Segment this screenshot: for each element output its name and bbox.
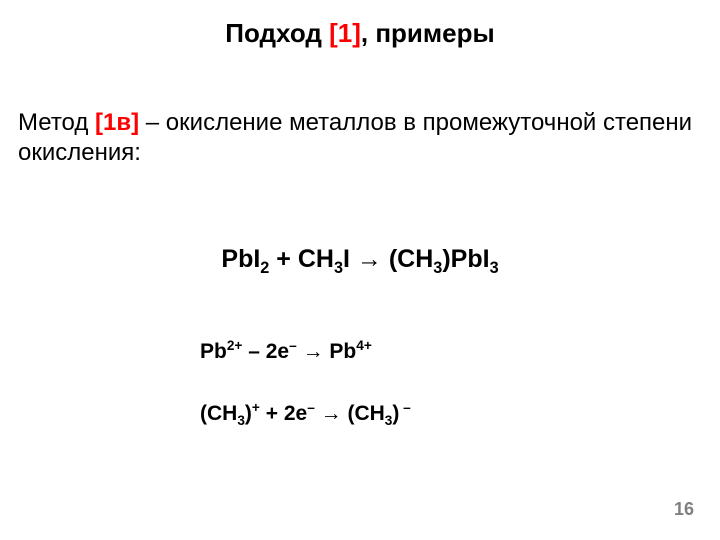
slide-title: Подход [1], примеры [0,0,720,49]
title-ref: [1] [329,18,361,48]
body-pre: Метод [18,109,95,136]
page-number: 16 [674,499,694,520]
slide: Подход [1], примеры Метод [1в] – окислен… [0,0,720,540]
title-pre: Подход [225,18,329,48]
method-description: Метод [1в] – окисление металлов в промеж… [18,108,702,168]
equation-half-2: (CH3)+ + 2e– → (CH3) – [200,402,411,426]
equation-main: PbI2 + CH3I → (CH3)PbI3 [0,245,720,274]
equation-half-1: Pb2+ – 2e– → Pb4+ [200,340,372,364]
title-post: , примеры [361,18,495,48]
body-ref: [1в] [95,109,139,136]
